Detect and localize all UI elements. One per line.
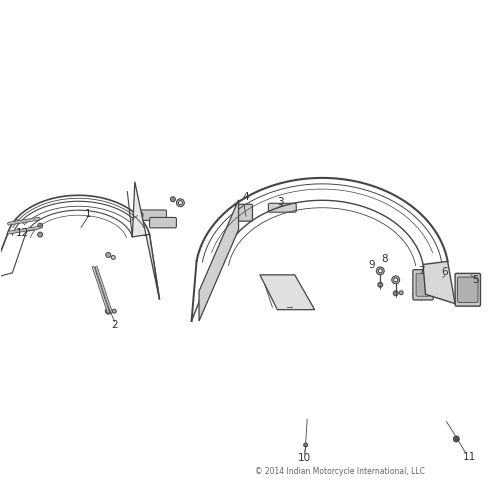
FancyBboxPatch shape — [436, 276, 450, 294]
Polygon shape — [260, 275, 314, 310]
Circle shape — [38, 232, 43, 237]
FancyBboxPatch shape — [458, 277, 478, 302]
Circle shape — [178, 201, 182, 205]
Circle shape — [394, 278, 398, 282]
Circle shape — [112, 309, 116, 313]
Circle shape — [112, 256, 116, 260]
FancyBboxPatch shape — [413, 270, 433, 300]
Circle shape — [304, 443, 308, 447]
Polygon shape — [423, 262, 455, 304]
Circle shape — [106, 252, 111, 258]
Circle shape — [106, 308, 112, 314]
Polygon shape — [132, 182, 160, 299]
Circle shape — [170, 197, 175, 202]
Text: 7: 7 — [418, 266, 425, 276]
Text: 4: 4 — [242, 192, 250, 202]
Text: 12: 12 — [16, 228, 29, 237]
Text: 11: 11 — [463, 452, 476, 462]
Circle shape — [392, 276, 400, 284]
Polygon shape — [199, 200, 238, 321]
FancyBboxPatch shape — [268, 204, 296, 212]
Circle shape — [454, 436, 460, 442]
Circle shape — [136, 212, 143, 218]
Text: 5: 5 — [472, 275, 478, 285]
Text: © 2014 Indian Motorcycle International, LLC: © 2014 Indian Motorcycle International, … — [254, 467, 424, 476]
Circle shape — [38, 223, 43, 228]
FancyBboxPatch shape — [236, 204, 252, 221]
Text: 1: 1 — [85, 208, 91, 218]
Text: 3: 3 — [278, 197, 284, 207]
Text: 8: 8 — [381, 254, 388, 264]
Circle shape — [378, 269, 382, 273]
Circle shape — [376, 267, 384, 275]
Circle shape — [138, 214, 141, 216]
Circle shape — [133, 220, 138, 225]
Text: 2: 2 — [112, 320, 118, 330]
Circle shape — [176, 199, 184, 206]
Circle shape — [399, 291, 403, 294]
FancyBboxPatch shape — [416, 274, 430, 296]
FancyBboxPatch shape — [140, 210, 166, 220]
Text: 6: 6 — [442, 268, 448, 278]
Circle shape — [378, 282, 383, 288]
FancyBboxPatch shape — [150, 218, 176, 228]
Circle shape — [393, 291, 398, 296]
FancyBboxPatch shape — [455, 274, 480, 306]
Text: 9: 9 — [368, 260, 374, 270]
Text: 10: 10 — [298, 453, 312, 463]
